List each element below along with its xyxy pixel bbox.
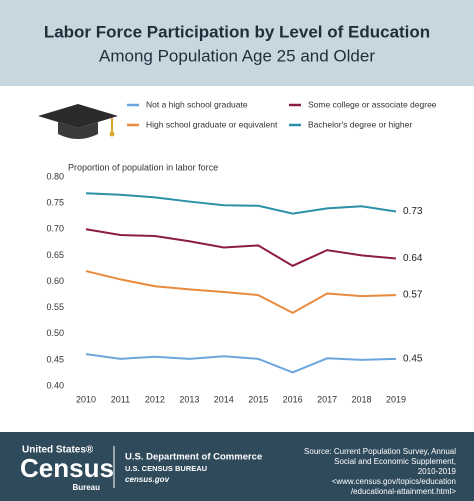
y-axis-title: Proportion of population in labor force: [68, 162, 218, 172]
y-tick-label: 0.50: [46, 328, 64, 338]
x-tick-label: 2016: [283, 394, 303, 404]
logo-top: United States®: [22, 445, 94, 456]
y-tick-label: 0.60: [46, 276, 64, 286]
chart-title: Labor Force Participation by Level of Ed…: [44, 22, 430, 41]
x-tick-label: 2018: [352, 394, 372, 404]
y-tick-label: 0.55: [46, 302, 64, 312]
legend-label: Some college or associate degree: [308, 99, 437, 109]
series-line: [85, 228, 397, 267]
bureau: U.S. CENSUS BUREAU: [125, 464, 207, 473]
x-tick-label: 2019: [386, 394, 406, 404]
series-line: [85, 192, 397, 215]
legend-label: Not a high school graduate: [146, 99, 248, 109]
source-line: 2010-2019: [418, 467, 457, 476]
value-label: 0.57: [403, 290, 423, 301]
y-tick-label: 0.80: [46, 171, 64, 181]
graduation-cap: [38, 104, 118, 139]
series-line: [85, 353, 397, 374]
source-line: /educational-attainment.html>: [351, 487, 457, 496]
x-tick-label: 2011: [111, 394, 130, 404]
source-line: Social and Economic Supplement,: [334, 457, 456, 466]
website: census.gov: [125, 475, 170, 484]
x-tick-label: 2010: [76, 394, 96, 404]
value-label: 0.45: [403, 353, 423, 364]
source-line: Source: Current Population Survey, Annua…: [304, 447, 456, 456]
logo-bottom: Bureau: [72, 483, 100, 492]
y-tick-label: 0.65: [46, 250, 64, 260]
footer-band: [0, 432, 474, 501]
y-tick-label: 0.40: [46, 380, 64, 390]
legend-label: High school graduate or equivalent: [146, 119, 278, 129]
y-tick-label: 0.70: [46, 224, 64, 234]
y-tick-label: 0.45: [46, 354, 64, 364]
x-tick-label: 2014: [214, 394, 234, 404]
source-line: <www.census.gov/topics/education: [332, 477, 456, 486]
header-band: [0, 0, 474, 86]
x-tick-label: 2015: [248, 394, 268, 404]
series-line: [85, 270, 397, 314]
y-tick-label: 0.75: [46, 198, 64, 208]
value-label: 0.64: [403, 253, 423, 264]
value-label: 0.73: [403, 206, 423, 217]
x-tick-label: 2017: [317, 394, 337, 404]
logo-main: Census: [20, 453, 114, 483]
department: U.S. Department of Commerce: [125, 452, 262, 463]
x-tick-label: 2012: [145, 394, 165, 404]
chart-subtitle: Among Population Age 25 and Older: [99, 46, 375, 65]
x-tick-label: 2013: [179, 394, 199, 404]
legend-label: Bachelor's degree or higher: [308, 119, 412, 129]
